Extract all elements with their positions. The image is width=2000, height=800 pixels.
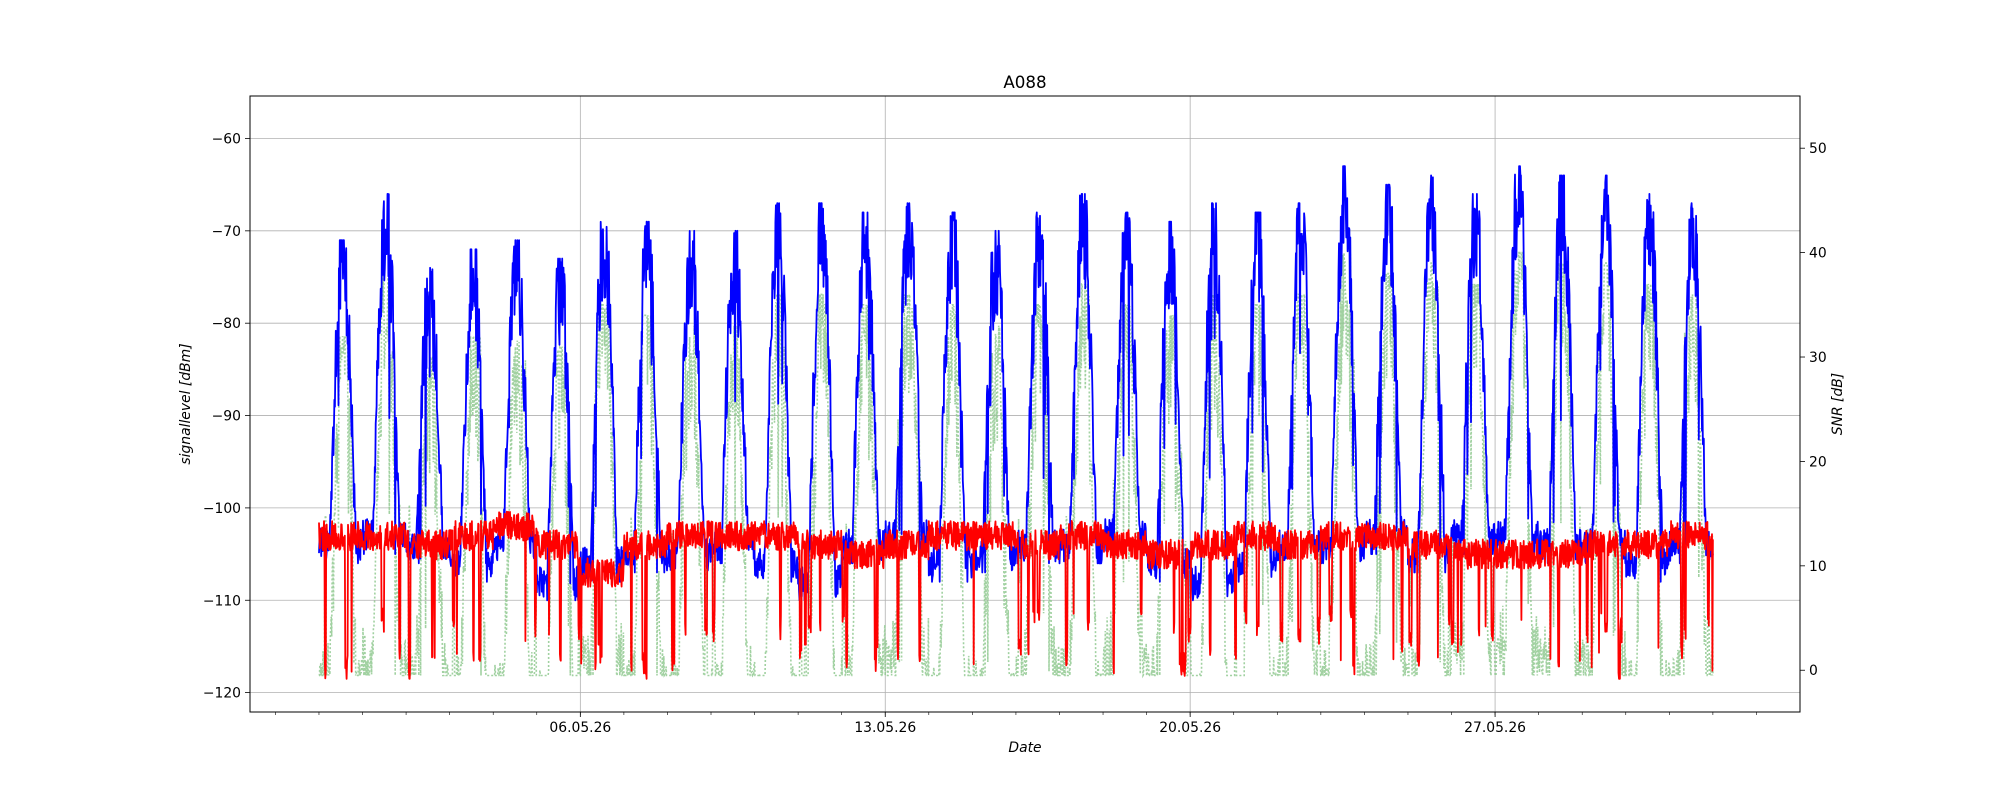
y2-tick-label: 0 (1809, 663, 1818, 679)
series-signal-level-line (318, 165, 1714, 602)
y-axis-left: −120 −110 −100 −90 −80 −70 −60 (203, 131, 250, 702)
y-axis-label: signallevel [dBm] (178, 343, 194, 464)
y2-axis-label: SNR [dB] (1830, 373, 1846, 435)
y2-tick-label: 20 (1809, 454, 1827, 470)
y2-tick-label: 50 (1809, 141, 1827, 157)
y-tick-label: −110 (203, 593, 241, 609)
y2-tick-label: 30 (1809, 350, 1827, 366)
x-axis: 06.05.26 13.05.26 20.05.26 27.05.26 (275, 712, 1757, 736)
y2-tick-label: 40 (1809, 246, 1827, 262)
y-tick-label: −80 (212, 316, 241, 332)
y-tick-label: −120 (203, 686, 241, 702)
y-tick-label: −60 (212, 131, 241, 147)
y2-tick-label: 10 (1809, 559, 1827, 575)
axes-frame (249, 95, 1801, 713)
series-noise-level-line (318, 510, 1714, 680)
y-axis-right: 0 10 20 30 40 50 (1800, 141, 1827, 679)
x-tick-label: 27.05.26 (1464, 720, 1526, 736)
y-tick-label: −100 (203, 501, 241, 517)
y-tick-label: −70 (212, 224, 241, 240)
x-tick-label: 20.05.26 (1159, 720, 1221, 736)
x-tick-label: 13.05.26 (854, 720, 916, 736)
chart-title: A088 (1003, 72, 1046, 92)
x-tick-label: 06.05.26 (549, 720, 611, 736)
plot-area (318, 165, 1714, 680)
x-axis-label: Date (1008, 740, 1041, 756)
y-tick-label: −90 (212, 409, 241, 425)
